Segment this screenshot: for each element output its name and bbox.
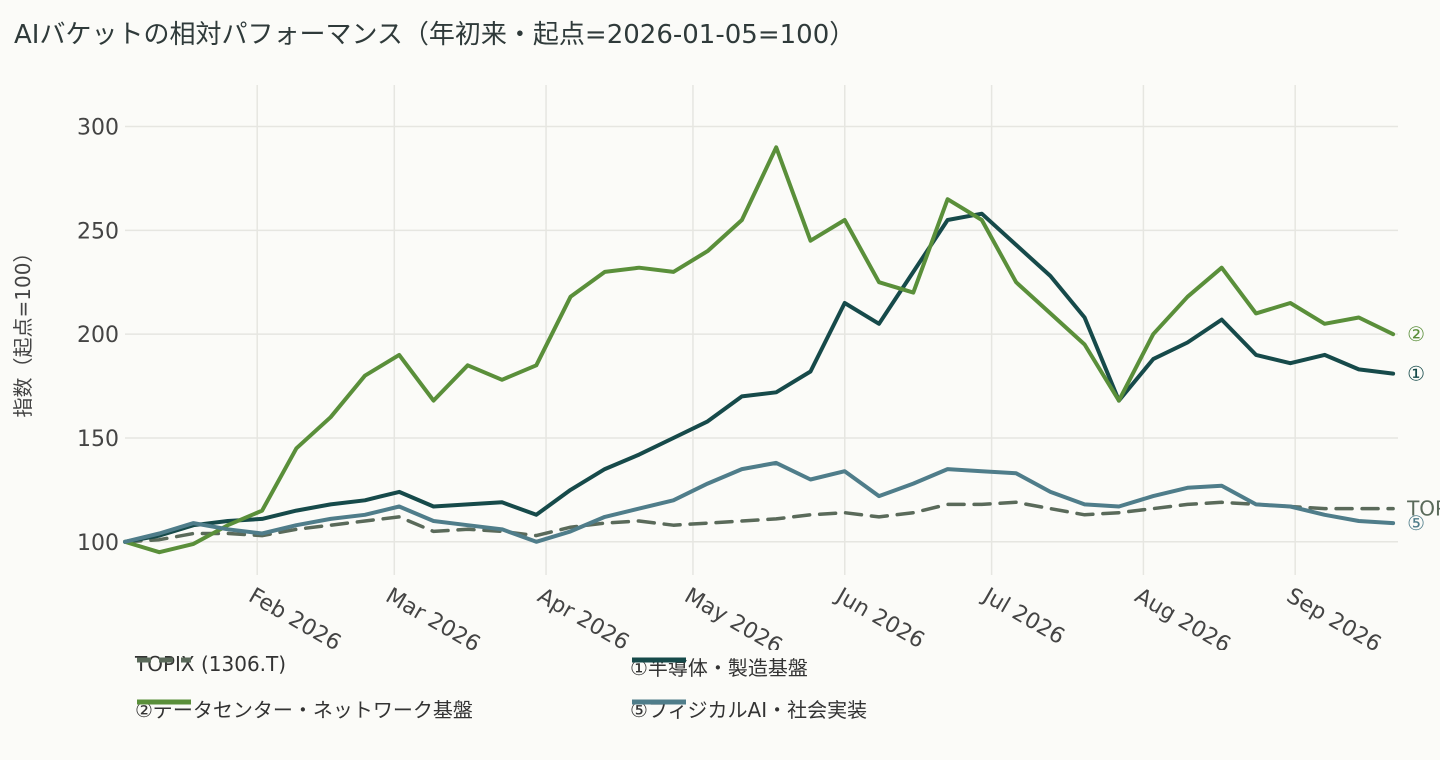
x-tick-label-1: Mar 2026	[381, 584, 484, 650]
legend-swatch-datacenter	[137, 699, 191, 705]
grid	[125, 85, 1398, 575]
y-tick-label-300: 300	[77, 116, 119, 141]
legend-item-datacenter[interactable]: ②データセンター・ネットワーク基盤	[135, 694, 473, 723]
legend-item-semiconductor[interactable]: ①半導体・製造基盤	[630, 652, 808, 681]
legend-swatch-semiconductor	[632, 657, 686, 663]
legend-item-topix[interactable]: TOPIX (1306.T)	[135, 652, 286, 676]
x-tick-label-7: Sep 2026	[1282, 584, 1385, 650]
line-chart: 100 150 200 250 300 Feb 2026 Mar 2026 Apr 2026…	[11, 85, 1440, 650]
x-tick-label-2: Apr 2026	[533, 584, 633, 650]
y-tick-label-200: 200	[77, 323, 119, 348]
series-line-3[interactable]	[123, 460, 1396, 544]
y-tick-label-100: 100	[77, 531, 119, 556]
x-tick-label-6: Aug 2026	[1130, 584, 1234, 650]
x-tick-label-0: Feb 2026	[244, 584, 345, 650]
x-ticks: Feb 2026 Mar 2026 Apr 2026 May 2026 Jun 2026…	[244, 583, 1385, 650]
series-line-1[interactable]	[123, 211, 1396, 544]
x-tick-label-4: Jun 2026	[830, 583, 929, 650]
x-tick-label-5: Jul 2026	[977, 583, 1069, 650]
series-group	[123, 145, 1396, 555]
y-tick-label-150: 150	[77, 427, 119, 452]
y-ticks: 100 150 200 250 300	[77, 116, 119, 556]
legend-label-datacenter: ②データセンター・ネットワーク基盤	[135, 698, 473, 722]
series-line-2[interactable]	[123, 145, 1396, 555]
x-tick-label-3: May 2026	[680, 584, 786, 650]
y-axis-label: 指数（起点=100）	[11, 243, 35, 418]
end-labels: TOPIX ① ② ⑤	[1406, 322, 1440, 535]
legend-label-topix: TOPIX (1306.T)	[135, 652, 287, 676]
legend-swatch-topix	[137, 657, 191, 663]
legend: TOPIX (1306.T) ①半導体・製造基盤 ②データセンター・ネットワーク…	[135, 652, 1035, 752]
series-end-label-0: TOPIX	[1406, 497, 1440, 521]
legend-item-physical-ai[interactable]: ⑤フィジカルAI・社会実装	[630, 694, 867, 723]
series-line-0[interactable]	[123, 500, 1395, 544]
series-end-label-1: ①	[1407, 362, 1425, 386]
series-end-label-3: ⑤	[1407, 511, 1425, 535]
y-tick-label-250: 250	[77, 219, 119, 244]
series-end-label-2: ②	[1407, 322, 1425, 346]
legend-swatch-physical-ai	[632, 699, 686, 705]
chart-title: AIバケットの相対パフォーマンス（年初来・起点=2026-01-05=100）	[14, 20, 856, 50]
